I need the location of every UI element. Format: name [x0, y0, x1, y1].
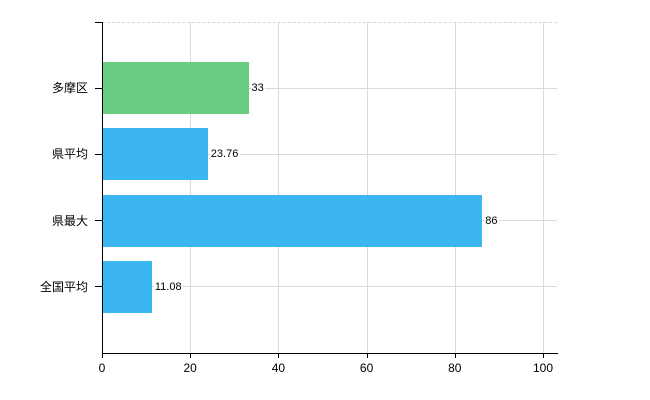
x-axis-line: [102, 353, 558, 354]
x-axis-tick-label: 100: [532, 361, 554, 375]
bar-1: [103, 62, 249, 115]
category-label: 多摩区: [51, 81, 88, 96]
category-tick: [95, 286, 102, 288]
x-gridline: [543, 22, 544, 353]
x-axis-tick-label: 60: [359, 361, 374, 375]
plot-top-border: [102, 22, 557, 23]
x-axis-tick: [366, 353, 368, 358]
x-axis-tick: [278, 353, 280, 358]
x-axis-tick-label: 80: [448, 361, 462, 375]
x-gridline: [366, 22, 368, 353]
category-label: 県平均: [51, 147, 88, 162]
bar-value-label: 33: [250, 81, 265, 96]
category-tick: [95, 220, 102, 222]
x-gridline: [278, 22, 280, 353]
x-gridline: [454, 22, 456, 353]
bar-4: [103, 260, 152, 313]
x-axis-tick: [190, 353, 192, 358]
bar-value-label: 23.76: [209, 147, 240, 162]
x-axis-tick: [543, 353, 544, 358]
x-axis-tick: [454, 353, 456, 358]
category-tick: [95, 87, 102, 89]
y-axis-line: [102, 22, 103, 353]
category-tick: [95, 153, 102, 155]
bar-value-label: 86: [484, 213, 499, 228]
category-gridline: [102, 153, 557, 155]
bar-value-label: 11.08: [153, 279, 183, 294]
bar-3: [103, 194, 483, 247]
category-gridline: [102, 286, 557, 288]
x-gridline: [190, 22, 192, 353]
bar-2: [103, 128, 208, 181]
x-axis-tick: [102, 353, 103, 358]
category-axis-end-tick: [95, 22, 102, 23]
category-label: 県最大: [51, 213, 88, 228]
category-gridline: [102, 87, 557, 89]
category-label: 全国平均: [39, 279, 88, 294]
x-axis-tick-label: 0: [98, 361, 106, 375]
x-axis-tick-label: 20: [183, 361, 197, 375]
x-axis-tick-label: 40: [271, 361, 286, 375]
